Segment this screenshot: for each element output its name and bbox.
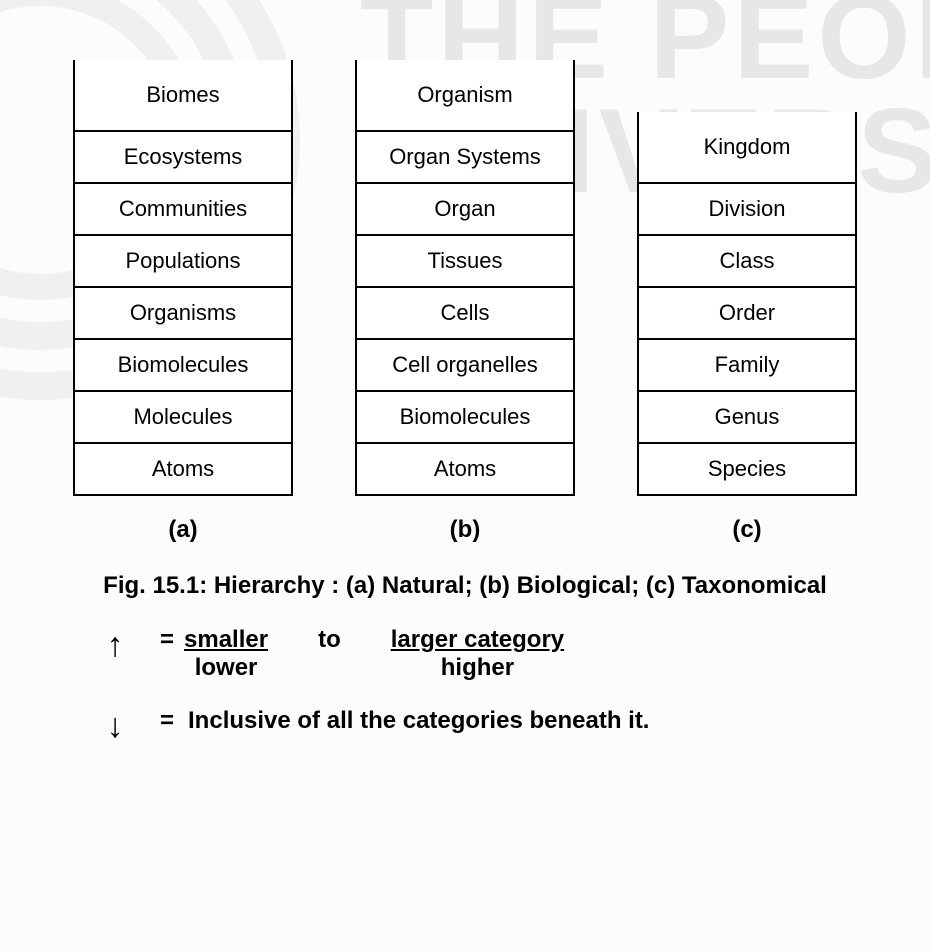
legend-larger-category: larger category [391, 626, 564, 654]
hierarchy-cell: Organ [357, 182, 573, 234]
legend-smaller: smaller [184, 626, 268, 654]
legend: ↑ = smaller lower to larger category hig… [0, 626, 930, 743]
figure-caption: Fig. 15.1: Hierarchy : (a) Natural; (b) … [0, 572, 930, 600]
legend-to: to [268, 626, 391, 681]
hierarchy-cell: Biomolecules [75, 338, 291, 390]
legend-lower: lower [184, 654, 268, 682]
hierarchy-cell: Organisms [75, 286, 291, 338]
column-b: Organism Organ Systems Organ Tissues Cel… [355, 60, 575, 544]
arrow-down-icon: ↓ [107, 709, 124, 743]
hierarchy-cell: Tissues [357, 234, 573, 286]
hierarchy-cell: Ecosystems [75, 130, 291, 182]
column-c: Kingdom Division Class Order Family Genu… [637, 112, 857, 544]
column-b-pillar: Organism Organ Systems Organ Tissues Cel… [355, 60, 575, 496]
hierarchy-cell: Organism [357, 60, 573, 130]
hierarchy-cell: Species [639, 442, 855, 494]
column-b-label: (b) [450, 516, 481, 544]
legend-equals: = [140, 707, 184, 735]
hierarchy-cell: Kingdom [639, 112, 855, 182]
column-c-pillar: Kingdom Division Class Order Family Genu… [637, 112, 857, 496]
hierarchy-cell: Genus [639, 390, 855, 442]
hierarchy-cell: Cell organelles [357, 338, 573, 390]
column-a: Biomes Ecosystems Communities Population… [73, 60, 293, 544]
hierarchy-cell: Cells [357, 286, 573, 338]
arrow-up-icon: ↑ [107, 628, 124, 662]
hierarchy-cell: Atoms [75, 442, 291, 494]
legend-row-down: ↓ = Inclusive of all the categories bene… [90, 707, 930, 743]
hierarchy-cell: Biomolecules [357, 390, 573, 442]
hierarchy-columns: Biomes Ecosystems Communities Population… [0, 60, 930, 544]
legend-equals: = [140, 626, 184, 681]
hierarchy-cell: Organ Systems [357, 130, 573, 182]
column-a-label: (a) [168, 516, 197, 544]
hierarchy-cell: Atoms [357, 442, 573, 494]
column-a-pillar: Biomes Ecosystems Communities Population… [73, 60, 293, 496]
hierarchy-cell: Order [639, 286, 855, 338]
hierarchy-cell: Molecules [75, 390, 291, 442]
legend-inclusive-text: Inclusive of all the categories beneath … [184, 707, 649, 735]
legend-higher: higher [391, 654, 564, 682]
hierarchy-cell: Class [639, 234, 855, 286]
hierarchy-cell: Populations [75, 234, 291, 286]
hierarchy-cell: Communities [75, 182, 291, 234]
hierarchy-cell: Family [639, 338, 855, 390]
legend-row-up: ↑ = smaller lower to larger category hig… [90, 626, 930, 681]
column-c-label: (c) [732, 516, 761, 544]
hierarchy-cell: Division [639, 182, 855, 234]
hierarchy-cell: Biomes [75, 60, 291, 130]
